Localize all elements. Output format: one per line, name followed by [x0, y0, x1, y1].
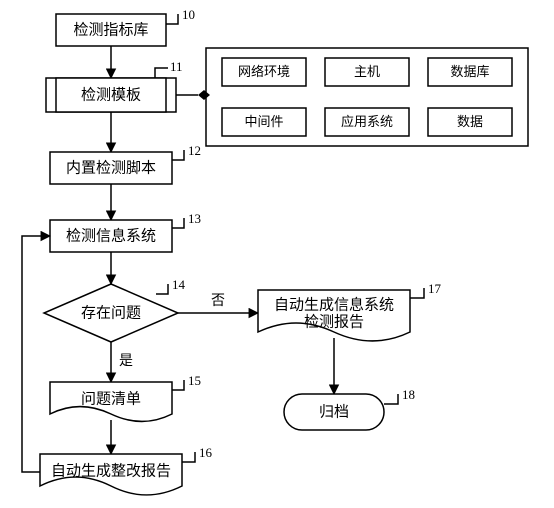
node-18-label: 归档 — [319, 403, 349, 420]
node-detection-index-library: 检测指标库 10 — [56, 7, 195, 46]
node-17-label-1: 自动生成信息系统 — [274, 296, 394, 313]
node-12-tag: 12 — [188, 143, 201, 158]
node-11-label: 检测模板 — [81, 85, 141, 103]
group-item-middleware: 中间件 — [222, 108, 306, 136]
node-18-tag: 18 — [402, 387, 415, 402]
node-archive: 归档 18 — [284, 387, 415, 430]
node-11-tag: 11 — [170, 59, 183, 74]
node-has-problem: 存在问题 14 — [44, 277, 186, 342]
edge-16-13-loop — [22, 236, 50, 472]
group-item-application: 应用系统 — [325, 108, 409, 136]
edge-14-17-no: 否 — [178, 294, 258, 313]
svg-text:中间件: 中间件 — [244, 114, 283, 129]
group-item-network-env: 网络环境 — [222, 58, 306, 86]
node-problem-list: 问题清单 15 — [50, 373, 201, 422]
svg-text:数据库: 数据库 — [450, 64, 489, 79]
svg-text:网络环境: 网络环境 — [238, 64, 290, 79]
template-items-group: 网络环境 主机 数据库 中间件 应用系统 数据 — [206, 48, 528, 146]
node-rectification-report: 自动生成整改报告 16 — [40, 445, 213, 495]
svg-text:数据: 数据 — [457, 114, 483, 129]
svg-text:主机: 主机 — [354, 64, 380, 79]
node-15-label: 问题清单 — [81, 390, 141, 407]
node-detection-template: 检测模板 11 — [46, 59, 183, 112]
node-17-tag: 17 — [428, 281, 442, 296]
node-16-label: 自动生成整改报告 — [51, 462, 171, 479]
node-15-tag: 15 — [188, 373, 201, 388]
node-17-label-2: 检测报告 — [304, 313, 364, 330]
node-12-label: 内置检测脚本 — [66, 159, 156, 176]
edge-14-15-yes: 是 — [111, 342, 133, 382]
node-builtin-script: 内置检测脚本 12 — [50, 143, 201, 184]
svg-text:是: 是 — [119, 354, 133, 369]
svg-text:否: 否 — [211, 294, 225, 309]
edge-11-group — [176, 90, 210, 100]
node-detection-report: 自动生成信息系统 检测报告 17 — [258, 281, 442, 341]
group-item-data: 数据 — [428, 108, 512, 136]
node-detect-info-system: 检测信息系统 13 — [50, 211, 201, 252]
svg-text:应用系统: 应用系统 — [341, 114, 393, 129]
group-item-host: 主机 — [325, 58, 409, 86]
node-14-label: 存在问题 — [81, 304, 141, 321]
node-16-tag: 16 — [199, 445, 213, 460]
node-13-tag: 13 — [188, 211, 201, 226]
node-10-tag: 10 — [182, 7, 195, 22]
group-item-database: 数据库 — [428, 58, 512, 86]
node-14-tag: 14 — [172, 277, 186, 292]
node-10-label: 检测指标库 — [73, 21, 148, 38]
node-13-label: 检测信息系统 — [66, 227, 156, 244]
